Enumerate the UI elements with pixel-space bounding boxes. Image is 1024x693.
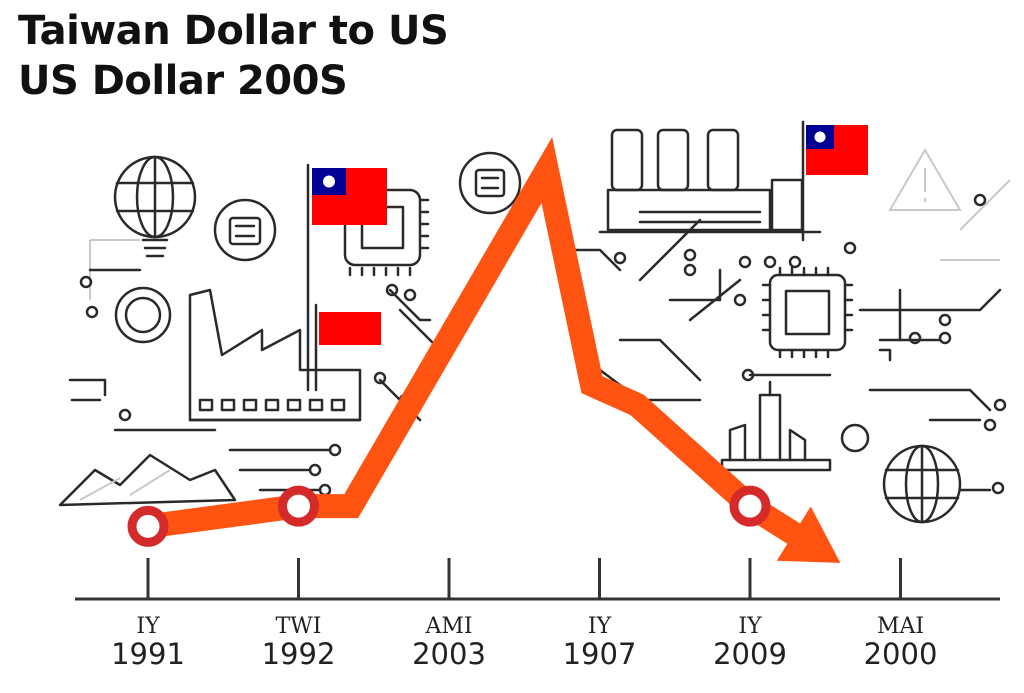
taiwan-flag-icon [314, 303, 381, 392]
warning-icon [888, 148, 962, 211]
factory-icon [720, 380, 832, 472]
x-tick-label-top-5: MAI [877, 614, 924, 639]
microchip-icon [761, 266, 854, 359]
x-tick-label-bottom-1: 1992 [262, 637, 336, 671]
factory-icon [188, 288, 362, 422]
circuit-lines [68, 179, 1011, 497]
microchip-icon [458, 151, 522, 215]
data-point-marker-1 [278, 485, 319, 527]
data-point-marker-0 [127, 505, 169, 547]
data-point-marker-6 [729, 485, 771, 527]
x-tick-label-top-3: IY [588, 614, 612, 639]
globe-icon [882, 444, 962, 524]
x-tick-label-top-0: IY [136, 614, 160, 639]
dollar-coin-icon [840, 423, 870, 453]
microchip-icon [213, 198, 277, 262]
dollar-coin-icon [114, 286, 172, 344]
x-tick-label-bottom-3: 1907 [563, 637, 637, 671]
lightbulb-globe-icon [113, 155, 197, 258]
x-tick-label-top-4: IY [738, 614, 762, 639]
chart-title-line-1: Taiwan Dollar to US [18, 8, 449, 54]
marker-layer [127, 485, 771, 547]
x-tick-label-bottom-5: 2000 [864, 637, 938, 671]
x-tick-label-top-1: TWI [276, 614, 322, 639]
x-tick-label-bottom-4: 2009 [713, 637, 787, 671]
taiwan-flag-icon [306, 163, 387, 392]
chart-title-line-2: US Dollar 200S [18, 58, 348, 104]
x-tick-label-top-2: AMI [424, 614, 472, 639]
mountains-icon [58, 453, 237, 507]
x-tick-label-bottom-2: 2003 [412, 637, 486, 671]
x-tick-label-bottom-0: 1991 [111, 637, 185, 671]
x-axis-ticks [146, 558, 902, 599]
factory-icon [598, 128, 822, 234]
taiwan-flag-icon [801, 120, 868, 242]
chart-title: Taiwan Dollar to US US Dollar 200S [18, 6, 449, 106]
series-arrowhead-0 [776, 506, 841, 563]
